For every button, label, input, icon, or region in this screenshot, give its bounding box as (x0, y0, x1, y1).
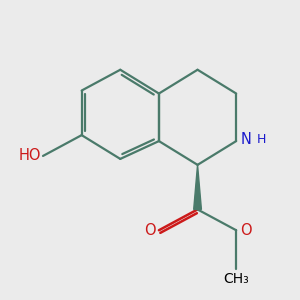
Text: HO: HO (19, 148, 41, 164)
Text: O: O (240, 223, 251, 238)
Text: H: H (257, 133, 266, 146)
Text: CH₃: CH₃ (223, 272, 249, 286)
Text: O: O (144, 223, 156, 238)
Polygon shape (194, 165, 201, 209)
Text: N: N (241, 132, 251, 147)
